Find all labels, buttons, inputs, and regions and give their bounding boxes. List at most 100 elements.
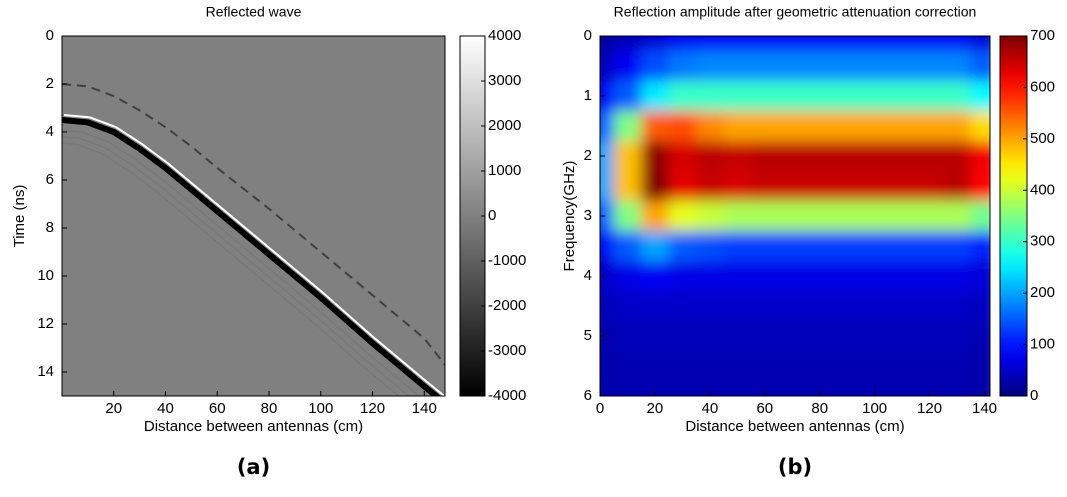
- heatmap-cell: [860, 231, 890, 262]
- heatmap-cell: [888, 351, 917, 382]
- heatmap-cell: [833, 171, 862, 202]
- heatmap-cell: [696, 261, 725, 292]
- y-tick-label: 0: [584, 27, 592, 44]
- heatmap-cell: [668, 51, 698, 82]
- colorbar-tick-label: 4000: [488, 27, 521, 44]
- caption: (a): [237, 455, 270, 479]
- heatmap-cell: [970, 51, 990, 82]
- x-tick-label: 100: [862, 400, 887, 417]
- heatmap-cell: [600, 201, 615, 232]
- heatmap-cell: [668, 261, 698, 292]
- heatmap-cell: [970, 36, 990, 52]
- heatmap-cell: [668, 141, 698, 172]
- heatmap-cell: [600, 36, 615, 52]
- x-tick-label: 60: [209, 400, 226, 417]
- heatmap-cell: [668, 201, 698, 232]
- heatmap-cell: [970, 171, 990, 202]
- heatmap-cell: [888, 321, 917, 352]
- heatmap-cell: [833, 141, 862, 172]
- heatmap-cell: [723, 36, 753, 52]
- heatmap-cell: [723, 351, 753, 382]
- heatmap-cell: [888, 261, 917, 292]
- dashed-line: [62, 83, 445, 366]
- heatmap-cell: [696, 171, 725, 202]
- caption: (b): [778, 455, 812, 479]
- heatmap-cell: [723, 81, 753, 112]
- heatmap-cell: [943, 111, 972, 142]
- heatmap-cell: [641, 231, 670, 262]
- wave-highlight: [63, 114, 445, 396]
- heatmap-cell: [613, 36, 643, 52]
- heatmap-cell: [751, 36, 780, 52]
- heatmap-cell: [723, 381, 753, 396]
- heatmap-cell: [970, 231, 990, 262]
- heatmap-cell: [778, 81, 807, 112]
- heatmap-cell: [600, 381, 615, 396]
- heatmap-cell: [943, 321, 972, 352]
- heatmap-cell: [805, 111, 835, 142]
- heatmap-cell: [641, 36, 670, 52]
- heatmap-cell: [696, 201, 725, 232]
- heatmap-cell: [943, 231, 972, 262]
- heatmap-cell: [613, 261, 643, 292]
- heatmap-cell: [600, 111, 615, 142]
- echo-line: [62, 136, 410, 396]
- heatmap-cell: [600, 171, 615, 202]
- heatmap-cell: [641, 171, 670, 202]
- heatmap-cell: [600, 351, 615, 382]
- x-tick-label: 120: [917, 400, 942, 417]
- heatmap-cell: [600, 261, 615, 292]
- heatmap-cell: [696, 51, 725, 82]
- heatmap-cell: [668, 351, 698, 382]
- heatmap-cell: [613, 321, 643, 352]
- colorbar-tick-label: 2000: [488, 117, 521, 134]
- heatmap-cell: [860, 36, 890, 52]
- heatmap-cell: [641, 321, 670, 352]
- x-tick-label: 100: [308, 400, 333, 417]
- heatmap-cell: [970, 381, 990, 396]
- heatmap-cell: [943, 291, 972, 322]
- heatmap-cell: [613, 171, 643, 202]
- heatmap-cell: [833, 111, 862, 142]
- heatmap-cell: [860, 381, 890, 396]
- heatmap-cell: [970, 321, 990, 352]
- heatmap-cell: [860, 51, 890, 82]
- heatmap-cell: [915, 261, 945, 292]
- heatmap: [600, 36, 990, 396]
- heatmap-cell: [613, 381, 643, 396]
- heatmap-cell: [641, 261, 670, 292]
- x-tick-label: 140: [972, 400, 997, 417]
- y-tick-label: 2: [46, 75, 54, 92]
- heatmap-cell: [805, 171, 835, 202]
- x-tick-label: 20: [105, 400, 122, 417]
- heatmap-cell: [751, 291, 780, 322]
- heatmap-cell: [723, 51, 753, 82]
- heatmap-cell: [888, 81, 917, 112]
- heatmap-cell: [915, 291, 945, 322]
- heatmap-cell: [600, 141, 615, 172]
- heatmap-cell: [860, 261, 890, 292]
- colorbar-tick-label: 700: [1030, 27, 1055, 44]
- x-axis-label: Distance between antennas (cm): [685, 418, 904, 435]
- heatmap-cell: [696, 321, 725, 352]
- heatmap-cell: [970, 201, 990, 232]
- plot-area: [62, 36, 445, 396]
- heatmap-cell: [943, 351, 972, 382]
- heatmap-cell: [641, 81, 670, 112]
- colorbar-tick-label: -1000: [488, 252, 526, 269]
- heatmap-cell: [641, 351, 670, 382]
- x-tick-label: 40: [702, 400, 719, 417]
- heatmap-cell: [778, 201, 807, 232]
- colorbar-tick-label: 1000: [488, 162, 521, 179]
- heatmap-cell: [915, 111, 945, 142]
- heatmap-cell: [943, 141, 972, 172]
- heatmap-cell: [641, 381, 670, 396]
- y-tick-label: 3: [584, 207, 592, 224]
- colorbar-tick-label: -3000: [488, 342, 526, 359]
- heatmap-cell: [723, 261, 753, 292]
- heatmap-cell: [805, 231, 835, 262]
- colorbar-tick-label: 600: [1030, 78, 1055, 95]
- x-tick-label: 120: [360, 400, 385, 417]
- y-tick-label: 10: [37, 267, 54, 284]
